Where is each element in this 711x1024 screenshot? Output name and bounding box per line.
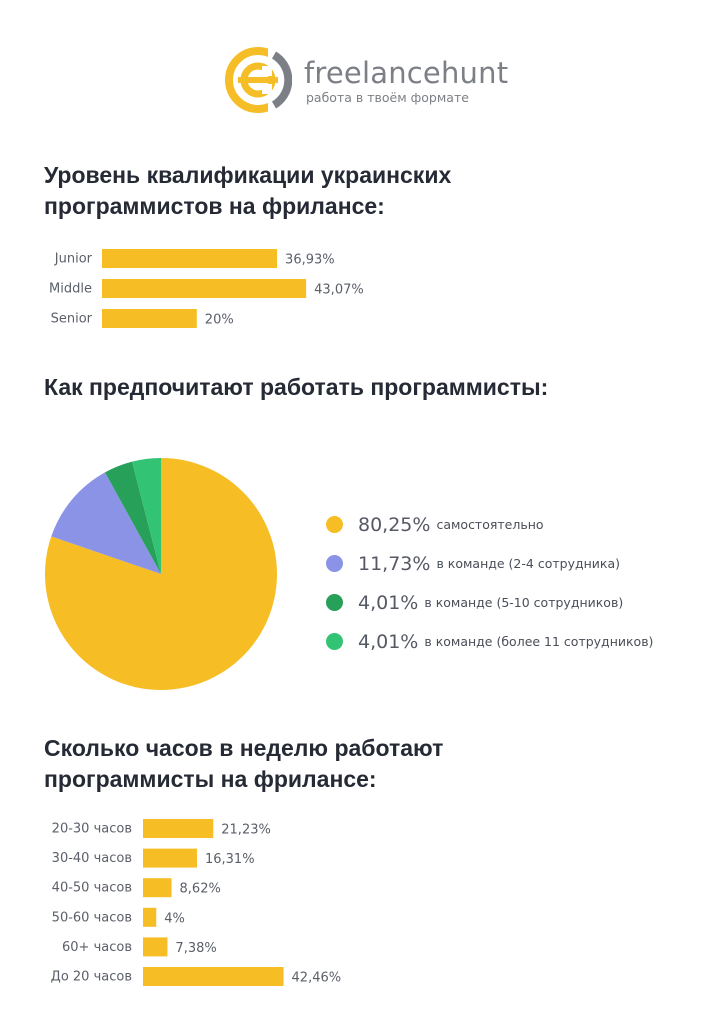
- pie-slice: [51, 472, 161, 574]
- legend-percent: 4,01%: [358, 630, 419, 653]
- legend-dot: [326, 555, 343, 572]
- pie-slice: [104, 461, 161, 574]
- pie-legend: 80,25% самостоятельно 11,73% в команде (2-4…: [326, 505, 706, 661]
- legend-item: 11,73% в команде (2-4 сотрудника): [326, 544, 706, 583]
- value-label: 4%: [164, 911, 185, 926]
- value-label: 21,23%: [221, 823, 271, 838]
- legend-label: в команде (2-4 сотрудника): [436, 556, 620, 571]
- category-label: 20-30 часов: [52, 822, 132, 837]
- value-label: 7,38%: [175, 941, 216, 956]
- legend-dot: [326, 633, 343, 650]
- bar: [143, 819, 214, 838]
- value-label: 16,31%: [205, 852, 255, 867]
- bar: [143, 937, 168, 957]
- legend-label: в команде (5-10 сотрудников): [424, 595, 624, 610]
- legend-item: 4,01% в команде (5-10 сотрудников): [326, 583, 706, 622]
- bar: [143, 907, 157, 927]
- value-label: 42,46%: [292, 971, 342, 986]
- legend-label: в команде (более 11 сотрудников): [424, 634, 654, 649]
- legend-label: самостоятельно: [436, 517, 544, 532]
- legend-percent: 4,01%: [358, 591, 419, 614]
- category-label: Junior: [54, 252, 93, 267]
- legend-percent: 11,73%: [358, 552, 431, 575]
- work-mode-title: Как предпочитают работать программисты:: [44, 374, 549, 400]
- value-label: 8,62%: [180, 882, 221, 897]
- category-label: До 20 часов: [51, 970, 132, 985]
- bar: [143, 967, 284, 986]
- category-label: 50-60 часов: [52, 910, 132, 925]
- category-label: 60+ часов: [62, 940, 132, 955]
- hours-title: Сколько часов в неделю работают программ…: [44, 735, 444, 792]
- legend-dot: [326, 516, 343, 533]
- bar: [102, 279, 307, 298]
- bar: [143, 848, 197, 868]
- bar: [143, 878, 172, 898]
- bar: [102, 249, 278, 268]
- value-label: 43,07%: [314, 283, 364, 298]
- brand-logo: freelancehunt работа в твоём формате: [224, 46, 508, 116]
- category-label: Senior: [51, 312, 93, 327]
- legend-item: 4,01% в команде (более 11 сотрудников): [326, 622, 706, 661]
- brand-name: freelancehunt: [304, 56, 509, 90]
- legend-item: 80,25% самостоятельно: [326, 505, 706, 544]
- brand-tagline: работа в твоём формате: [306, 90, 469, 105]
- bar: [102, 309, 197, 328]
- legend-dot: [326, 594, 343, 611]
- category-label: 40-50 часов: [52, 881, 132, 896]
- category-label: 30-40 часов: [52, 851, 132, 866]
- freelancehunt-logo-icon: [225, 46, 292, 114]
- pie-slice: [44, 458, 277, 690]
- category-label: Middle: [49, 282, 92, 297]
- pie-slice: [132, 458, 161, 574]
- value-label: 20%: [205, 313, 234, 328]
- work-mode-pie-chart: [40, 454, 284, 694]
- legend-percent: 80,25%: [358, 513, 431, 536]
- hours-bar-chart: 20-30 часов 21,23% 30-40 часов 16,31% 40-50 …: [51, 819, 342, 986]
- qualification-bar-chart: Junior 36,93% Middle 43,07% Senior 20%: [49, 249, 364, 328]
- value-label: 36,93%: [285, 253, 335, 268]
- qualification-title: Уровень квалификации украинских программ…: [44, 162, 452, 219]
